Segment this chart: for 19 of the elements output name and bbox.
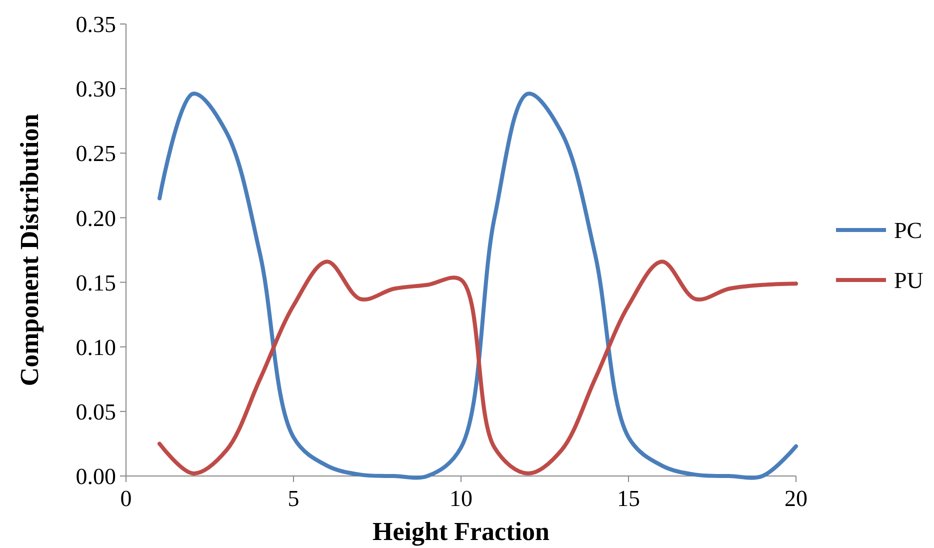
y-axis-title: Component Distribution <box>15 113 44 386</box>
y-tick-label: 0.25 <box>76 141 116 166</box>
y-tick-label: 0.30 <box>76 76 116 102</box>
x-tick-label: 15 <box>617 486 640 511</box>
legend-label: PU <box>894 268 924 294</box>
y-tick-label: 0.20 <box>76 206 116 231</box>
x-tick-label: 10 <box>450 486 472 511</box>
y-tick-label: 0.05 <box>76 399 116 424</box>
x-tick-label: 20 <box>784 486 808 511</box>
y-tick-label: 0.35 <box>76 12 116 38</box>
line-series <box>158 260 798 476</box>
line-series <box>158 92 798 480</box>
x-tick-label: 0 <box>120 486 132 511</box>
legend-label: PC <box>894 218 922 244</box>
x-tick-label: 5 <box>288 486 300 511</box>
x-axis-title: Height Fraction <box>372 517 550 546</box>
y-tick-label: 0.10 <box>76 334 116 360</box>
y-tick-label: 0.00 <box>76 464 116 490</box>
y-tick-label: 0.15 <box>76 270 116 296</box>
